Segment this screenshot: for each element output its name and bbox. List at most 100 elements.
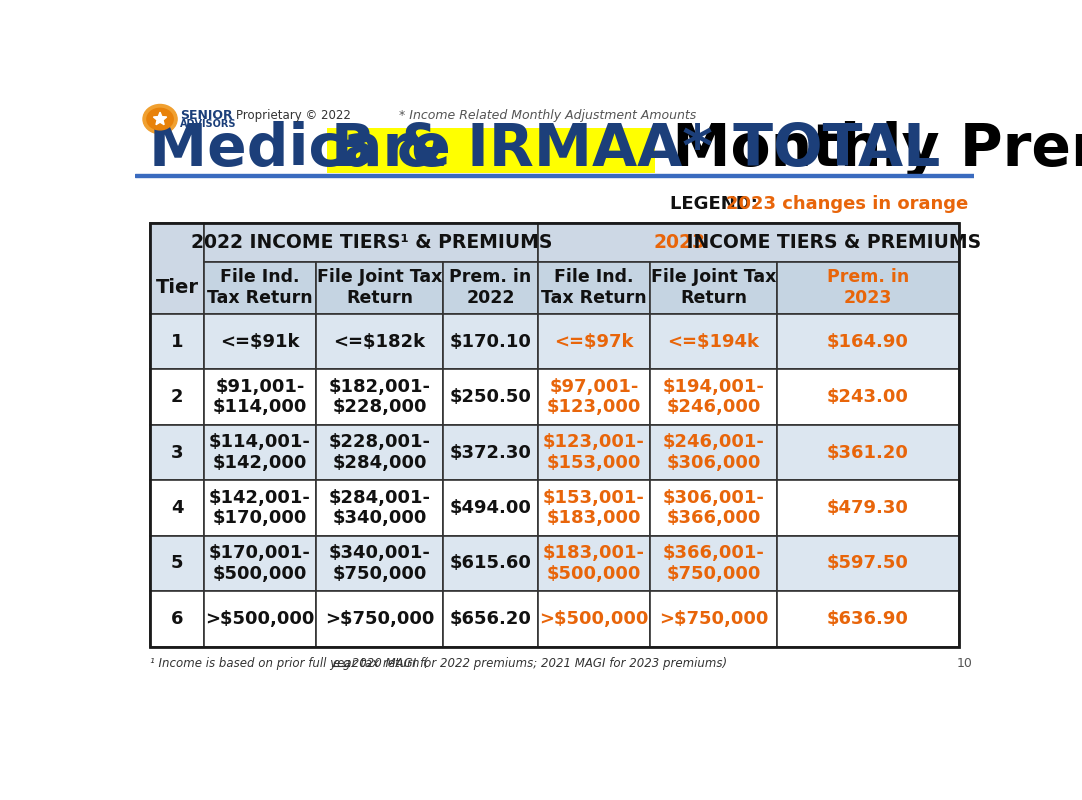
Text: $91,001-
$114,000: $91,001- $114,000	[213, 378, 307, 417]
Bar	[204, 314, 316, 370]
Bar	[443, 314, 538, 370]
Text: <=$194k: <=$194k	[668, 333, 760, 350]
Bar	[538, 223, 959, 262]
Text: $656.20: $656.20	[450, 610, 531, 628]
Text: $250.50: $250.50	[450, 388, 531, 406]
Text: >$500,000: >$500,000	[206, 610, 315, 628]
Bar	[777, 314, 959, 370]
Text: File Ind.
Tax Return: File Ind. Tax Return	[208, 268, 313, 307]
Text: $361.20: $361.20	[827, 443, 909, 462]
Text: B & IRMAA* TOTAL: B & IRMAA* TOTAL	[330, 122, 940, 178]
Bar	[316, 480, 443, 536]
Text: INCOME TIERS & PREMIUMS: INCOME TIERS & PREMIUMS	[681, 233, 981, 252]
Bar	[204, 425, 316, 480]
Text: $228,001-
$284,000: $228,001- $284,000	[328, 433, 431, 472]
Text: LEGEND:: LEGEND:	[670, 195, 764, 213]
Bar	[777, 536, 959, 591]
Text: 2023: 2023	[654, 233, 705, 252]
Bar	[777, 425, 959, 480]
Bar	[150, 480, 204, 536]
Bar	[650, 591, 777, 646]
Bar	[777, 480, 959, 536]
Text: $243.00: $243.00	[827, 388, 909, 406]
Text: * Income Related Monthly Adjustment Amounts: * Income Related Monthly Adjustment Amou…	[399, 109, 696, 122]
Text: e.g.: e.g.	[332, 658, 354, 670]
Text: Tier: Tier	[156, 278, 199, 298]
Text: <=$91k: <=$91k	[221, 333, 300, 350]
Text: $636.90: $636.90	[827, 610, 909, 628]
Bar	[150, 591, 204, 646]
Text: $479.30: $479.30	[827, 499, 909, 517]
Text: $597.50: $597.50	[827, 554, 909, 572]
Bar	[538, 262, 650, 314]
Text: 1: 1	[171, 333, 183, 350]
Text: ADVISORS: ADVISORS	[181, 119, 237, 130]
Bar	[650, 262, 777, 314]
Text: <=$182k: <=$182k	[333, 333, 425, 350]
Text: $170.10: $170.10	[450, 333, 531, 350]
Text: $142,001-
$170,000: $142,001- $170,000	[209, 489, 311, 527]
Text: $194,001-
$246,000: $194,001- $246,000	[662, 378, 764, 417]
Bar	[316, 536, 443, 591]
Text: $170,001-
$500,000: $170,001- $500,000	[209, 544, 311, 582]
Ellipse shape	[143, 105, 177, 134]
Text: 2: 2	[171, 388, 183, 406]
Bar	[650, 536, 777, 591]
Bar	[204, 536, 316, 591]
Text: $183,001-
$500,000: $183,001- $500,000	[543, 544, 645, 582]
Bar	[538, 536, 650, 591]
Text: >$500,000: >$500,000	[539, 610, 649, 628]
Bar	[204, 223, 538, 262]
Bar	[777, 591, 959, 646]
Bar	[316, 314, 443, 370]
Bar	[150, 425, 204, 480]
Bar	[650, 314, 777, 370]
Text: Monthly Premiums: Monthly Premiums	[652, 122, 1082, 178]
Bar	[150, 536, 204, 591]
Text: File Joint Tax
Return: File Joint Tax Return	[650, 268, 776, 307]
Text: $153,001-
$183,000: $153,001- $183,000	[543, 489, 645, 527]
Bar	[316, 262, 443, 314]
Text: $372.30: $372.30	[450, 443, 531, 462]
Bar	[328, 128, 656, 173]
Bar	[204, 480, 316, 536]
Bar	[150, 223, 204, 314]
Bar	[443, 370, 538, 425]
Ellipse shape	[147, 108, 173, 130]
Text: $494.00: $494.00	[450, 499, 531, 517]
Bar	[443, 425, 538, 480]
Text: 2022 INCOME TIERS¹ & PREMIUMS: 2022 INCOME TIERS¹ & PREMIUMS	[190, 233, 552, 252]
Text: Proprietary © 2022: Proprietary © 2022	[236, 109, 351, 122]
Bar	[150, 314, 204, 370]
Text: $246,001-
$306,000: $246,001- $306,000	[662, 433, 764, 472]
Bar	[538, 591, 650, 646]
Bar	[538, 425, 650, 480]
Text: $306,001-
$366,000: $306,001- $366,000	[662, 489, 764, 527]
Bar	[443, 480, 538, 536]
Bar	[538, 480, 650, 536]
Text: $615.60: $615.60	[450, 554, 531, 572]
Text: 6: 6	[171, 610, 183, 628]
Text: 10: 10	[956, 658, 973, 670]
Bar	[650, 480, 777, 536]
Bar	[135, 174, 974, 177]
Bar	[777, 262, 959, 314]
Text: 3: 3	[171, 443, 183, 462]
Bar	[777, 370, 959, 425]
Bar	[150, 223, 959, 646]
Text: >$750,000: >$750,000	[325, 610, 434, 628]
Bar	[204, 262, 316, 314]
Text: $114,001-
$142,000: $114,001- $142,000	[209, 433, 311, 472]
Bar	[204, 370, 316, 425]
Bar	[650, 370, 777, 425]
Text: File Ind.
Tax Return: File Ind. Tax Return	[541, 268, 647, 307]
Text: 5: 5	[171, 554, 183, 572]
Bar	[538, 314, 650, 370]
Text: $284,001-
$340,000: $284,001- $340,000	[328, 489, 431, 527]
Bar	[443, 591, 538, 646]
Text: Prem. in
2022: Prem. in 2022	[449, 268, 531, 307]
Text: $123,001-
$153,000: $123,001- $153,000	[543, 433, 645, 472]
Bar	[150, 370, 204, 425]
Bar	[316, 370, 443, 425]
Text: SENIOR: SENIOR	[181, 109, 233, 122]
